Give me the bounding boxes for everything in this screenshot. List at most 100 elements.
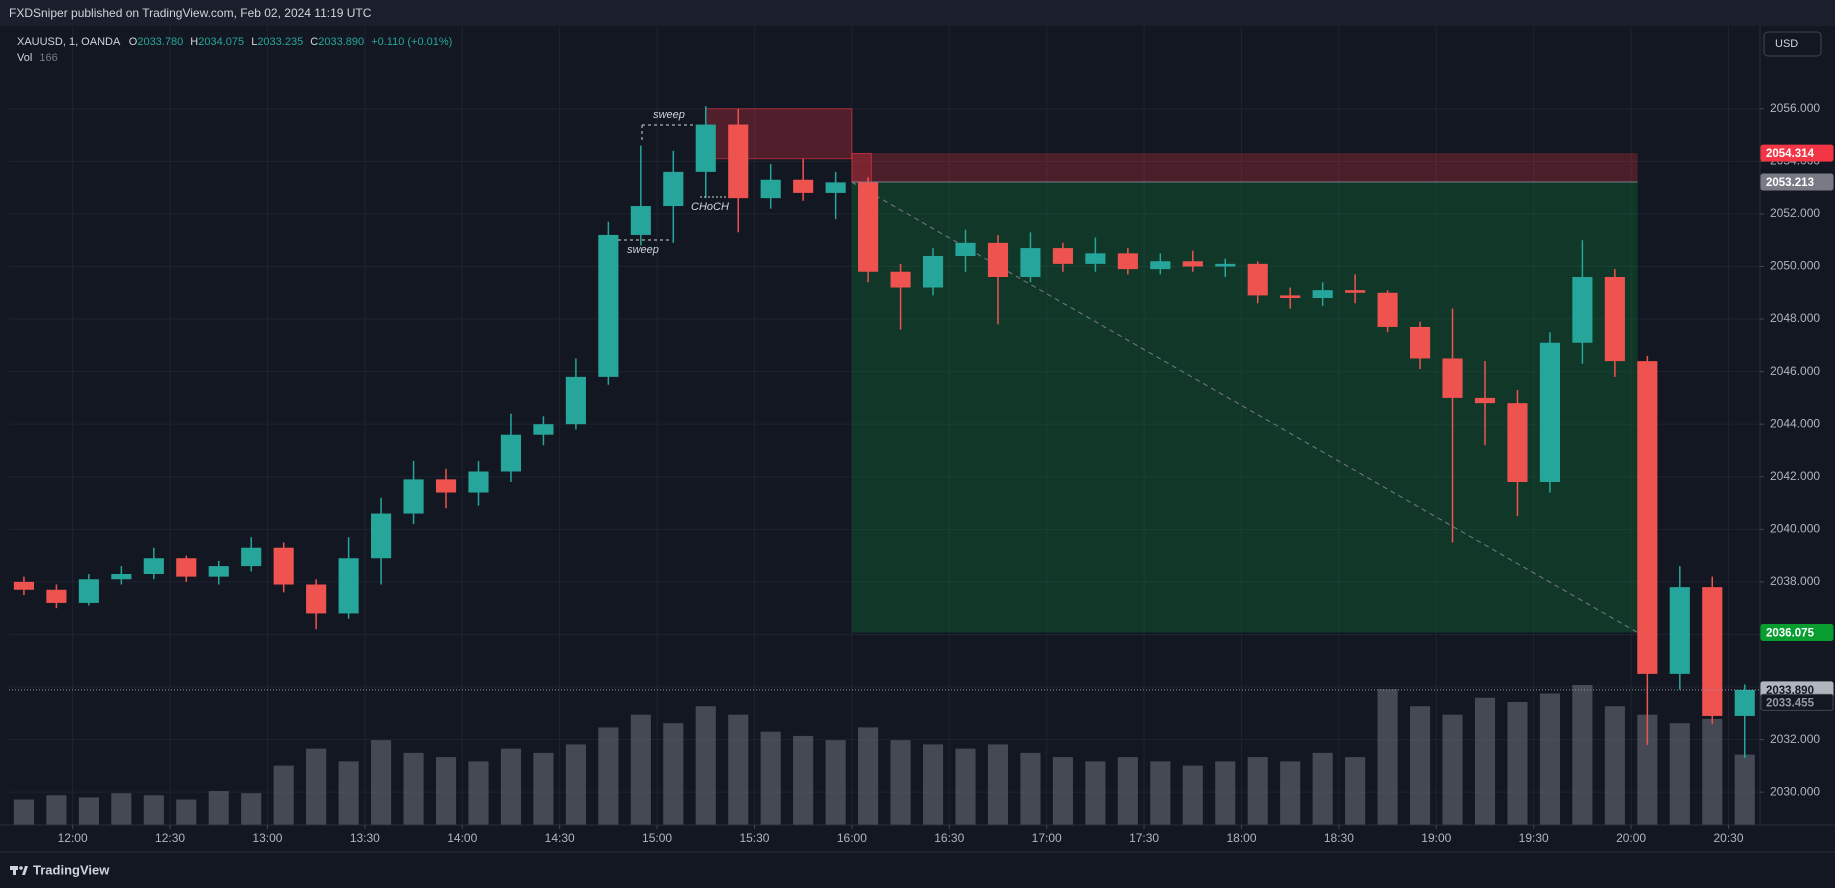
volume-bar: [630, 714, 651, 825]
volume-bar: [1345, 757, 1366, 825]
x-tick-label: 13:30: [350, 831, 380, 845]
volume-bar: [1150, 761, 1171, 825]
candle-body: [1507, 403, 1528, 483]
candle-body: [111, 573, 132, 580]
top-bar: [0, 0, 1835, 26]
candle-body: [858, 182, 879, 272]
volume-bar: [922, 744, 944, 825]
candle-body: [1474, 397, 1496, 404]
price-tag: [1760, 173, 1834, 191]
volume-bar: [793, 735, 814, 825]
candle-body: [987, 242, 1009, 278]
volume-bar: [1052, 757, 1073, 825]
candle-body: [695, 124, 716, 172]
candle-body: [1215, 263, 1236, 267]
volume-bar: [955, 748, 976, 825]
y-tick-label: 2032.000: [1770, 732, 1820, 746]
candle-body: [403, 479, 424, 514]
volume-bar: [1702, 718, 1723, 825]
x-tick-label: 18:30: [1324, 831, 1354, 845]
candle-body: [1182, 261, 1203, 267]
ohlc-value: 2034.075: [198, 36, 244, 48]
ohlc-key: C: [310, 36, 318, 48]
candle-body: [1280, 295, 1301, 299]
volume-bar: [1442, 714, 1463, 825]
candle-body: [468, 471, 489, 493]
annotation: sweep: [653, 109, 685, 121]
candle-body: [565, 376, 586, 425]
y-tick-label: 2038.000: [1770, 574, 1820, 588]
volume-bar: [241, 793, 262, 825]
y-tick-label: 2052.000: [1770, 206, 1820, 220]
x-tick-label: 12:30: [155, 831, 185, 845]
volume-bar: [1474, 697, 1496, 825]
volume-bar: [500, 748, 522, 825]
volume-value: 166: [39, 52, 57, 64]
y-tick-label: 2050.000: [1770, 259, 1820, 273]
candle-body: [435, 479, 457, 493]
candle-body: [922, 255, 944, 288]
volume-bar: [78, 797, 99, 825]
ohlc-value: 2033.780: [137, 36, 183, 48]
volume-bar: [1669, 723, 1690, 825]
x-tick-label: 12:00: [58, 831, 88, 845]
symbol: XAUUSD, 1, OANDA: [17, 36, 121, 48]
volume-bar: [728, 714, 749, 825]
candle-body: [1539, 342, 1560, 483]
candles-layer: [13, 106, 1755, 758]
ohlc-key: O: [129, 36, 138, 48]
volume-bar: [1215, 761, 1236, 825]
x-tick-label: 14:30: [545, 831, 575, 845]
volume-bar: [533, 752, 554, 825]
candle-body: [760, 179, 781, 199]
y-tick-label: 2046.000: [1770, 364, 1820, 378]
candle-body: [728, 124, 749, 199]
stop-zone: [851, 153, 1638, 183]
x-tick-label: 20:00: [1616, 831, 1646, 845]
volume-bar: [987, 744, 1009, 825]
volume-bar: [663, 723, 684, 825]
y-tick-label: 2042.000: [1770, 469, 1820, 483]
candle-body: [1312, 290, 1333, 299]
volume-bar: [338, 761, 359, 825]
grid-layer: [9, 26, 1760, 825]
volume-bar: [111, 793, 132, 825]
volume-bar: [890, 740, 911, 825]
price-tag-label: 2036.075: [1766, 628, 1815, 640]
candle-body: [306, 584, 327, 614]
x-tick-label: 18:00: [1226, 831, 1256, 845]
volume-bar: [858, 727, 879, 825]
candle-body: [1247, 263, 1268, 296]
price-tag: [1760, 693, 1834, 711]
volume-bar: [435, 757, 457, 825]
currency-button[interactable]: [1763, 31, 1822, 57]
candle-body: [13, 581, 35, 590]
candle-body: [825, 182, 846, 193]
volume-bar: [1182, 765, 1203, 825]
candle-body: [176, 558, 197, 577]
candle-body: [1442, 358, 1463, 398]
x-tick-label: 16:30: [934, 831, 964, 845]
price-tag: [1760, 144, 1834, 162]
annotation: CHoCH: [691, 201, 729, 213]
volume-bar: [1734, 754, 1755, 825]
candle-body: [273, 547, 294, 585]
volume-bar: [176, 799, 197, 825]
volume-bar: [1539, 693, 1560, 825]
y-tick-label: 2056.000: [1770, 101, 1820, 115]
volume-bar: [306, 748, 327, 825]
x-tick-label: 20:30: [1713, 831, 1743, 845]
price-tag: [1760, 623, 1834, 641]
volume-bar: [1507, 701, 1528, 825]
candle-body: [241, 547, 262, 567]
candle-body: [663, 171, 684, 207]
volume-bar: [825, 740, 846, 825]
x-tick-label: 13:00: [252, 831, 282, 845]
volume-bar: [1377, 689, 1398, 825]
candle-body: [1409, 326, 1431, 359]
volume-bar: [760, 731, 781, 825]
volume-bar: [1637, 714, 1658, 825]
candle-body: [1020, 248, 1041, 278]
candle-body: [793, 179, 814, 193]
volume-bar: [1117, 757, 1138, 825]
